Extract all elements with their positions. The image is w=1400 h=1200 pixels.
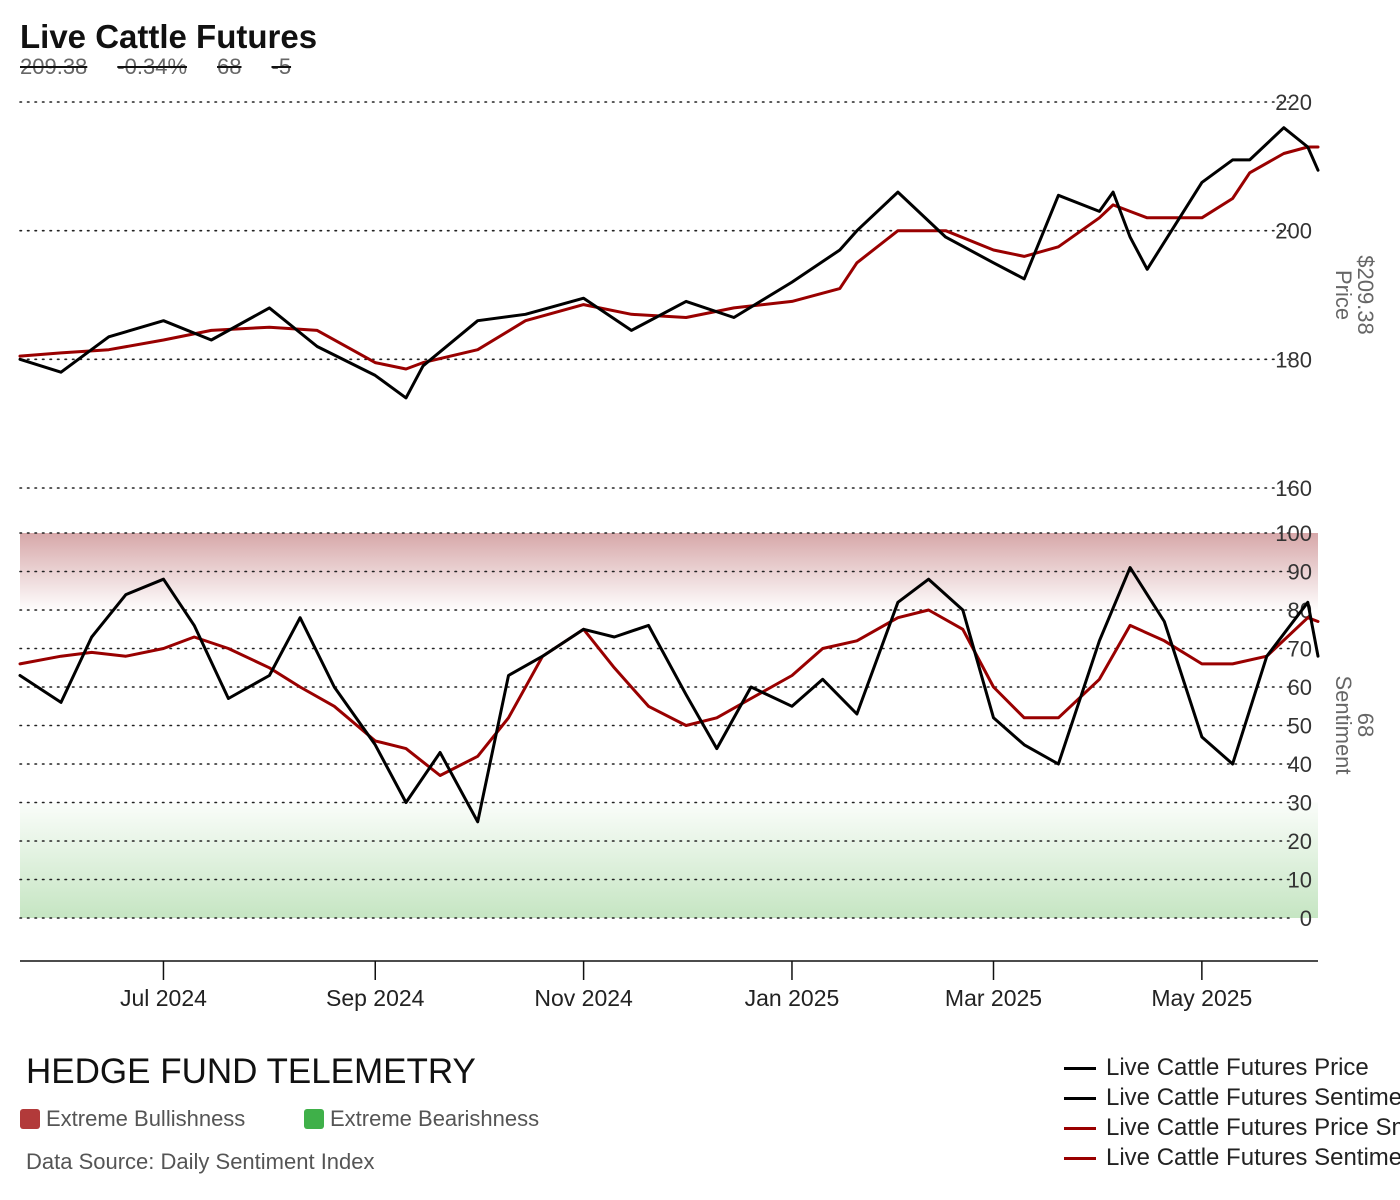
legend-label: Live Cattle Futures Price Smoothed xyxy=(1106,1114,1400,1141)
chart-title: Live Cattle Futures xyxy=(20,18,318,55)
brand-name: HEDGE FUND TELEMETRY xyxy=(26,1052,476,1091)
price-tick-label: 160 xyxy=(1275,476,1312,501)
sentiment-axis-title: Sentiment xyxy=(1331,675,1356,774)
x-tick-label: May 2025 xyxy=(1151,985,1252,1011)
series-lines xyxy=(18,126,1320,824)
legend-item: Live Cattle Futures Price Smoothed xyxy=(1064,1113,1400,1143)
bearish-zone-label: Extreme Bearishness xyxy=(330,1106,540,1131)
stat-last-price: 209.38 xyxy=(20,54,88,79)
x-tick-label: Nov 2024 xyxy=(534,985,633,1011)
data-source: Data Source: Daily Sentiment Index xyxy=(26,1149,375,1174)
legend-swatch-price xyxy=(1064,1066,1096,1070)
sentiment-tick-label: 100 xyxy=(1275,521,1312,546)
sentiment-tick-label: 30 xyxy=(1288,791,1312,816)
price-line xyxy=(18,126,1320,400)
legend-item: Live Cattle Futures Sentiment Smoothed xyxy=(1064,1143,1400,1173)
price-axis-title: Price xyxy=(1331,270,1356,320)
sentiment-axis-last-value: 68 xyxy=(1353,713,1378,737)
sentiment-tick-label: 20 xyxy=(1288,829,1312,854)
stats-row: 209.38 -0.34% 68 -5 xyxy=(20,54,321,80)
sentiment-tick-label: 40 xyxy=(1288,752,1312,777)
bullish-zone-key: Extreme Bullishness xyxy=(20,1106,245,1132)
legend-label: Live Cattle Futures Price xyxy=(1106,1054,1369,1081)
x-tick-label: Jan 2025 xyxy=(745,985,840,1011)
x-tick-label: Jul 2024 xyxy=(120,985,207,1011)
sentiment-tick-label: 90 xyxy=(1288,560,1312,585)
sentiment-tick-label: 0 xyxy=(1300,906,1312,931)
stat-percent-change: -0.34% xyxy=(117,54,188,79)
bullish-swatch xyxy=(20,1109,40,1129)
legend: Live Cattle Futures Price Live Cattle Fu… xyxy=(1064,1053,1400,1173)
legend-label: Live Cattle Futures Sentiment Smoothed xyxy=(1106,1144,1400,1171)
price-tick-label: 220 xyxy=(1275,90,1312,115)
bearish-zone-key: Extreme Bearishness xyxy=(304,1106,539,1132)
x-tick-label: Sep 2024 xyxy=(326,985,425,1011)
bearish-swatch xyxy=(304,1109,324,1129)
stat-sentiment: 68 xyxy=(217,54,242,79)
sentiment-tick-label: 70 xyxy=(1288,637,1312,662)
legend-label: Live Cattle Futures Sentiment xyxy=(1106,1084,1400,1111)
x-tick-label: Mar 2025 xyxy=(945,985,1042,1011)
sentiment-smoothed-line xyxy=(18,608,1320,777)
legend-swatch-sentiment xyxy=(1064,1096,1096,1100)
price-axis-last-value: $209.38 xyxy=(1353,255,1378,335)
legend-item: Live Cattle Futures Price xyxy=(1064,1053,1400,1083)
legend-swatch-sentiment-smoothed xyxy=(1064,1156,1096,1160)
stat-sentiment-change: -5 xyxy=(271,54,292,79)
extreme-bearishness-zone xyxy=(20,802,1318,918)
sentiment-tick-label: 60 xyxy=(1288,675,1312,700)
sentiment-tick-label: 10 xyxy=(1288,868,1312,893)
legend-item: Live Cattle Futures Sentiment xyxy=(1064,1083,1400,1113)
grid-lines xyxy=(19,101,1291,919)
price-smoothed-line xyxy=(18,145,1320,371)
legend-swatch-price-smoothed xyxy=(1064,1126,1096,1130)
sentiment-line xyxy=(18,566,1320,824)
bullish-zone-label: Extreme Bullishness xyxy=(46,1106,246,1131)
price-tick-label: 200 xyxy=(1275,219,1312,244)
sentiment-tick-label: 50 xyxy=(1288,714,1312,739)
price-tick-label: 180 xyxy=(1275,347,1312,372)
